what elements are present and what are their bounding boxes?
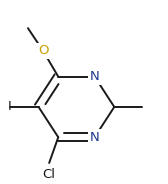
Text: I: I: [8, 100, 11, 114]
Text: Cl: Cl: [43, 167, 56, 181]
Text: N: N: [90, 131, 99, 144]
Text: O: O: [38, 44, 48, 57]
Text: N: N: [90, 70, 99, 83]
